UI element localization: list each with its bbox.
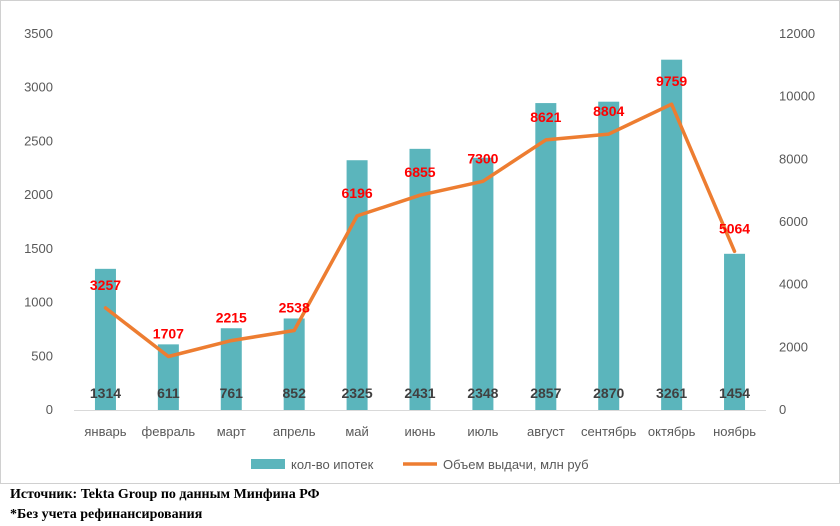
- refinancing-note: *Без учета рефинансирования: [10, 507, 203, 522]
- bar-value-label: 2870: [593, 385, 624, 401]
- left-axis-tick-label: 3500: [24, 26, 53, 41]
- chart-svg: 0 500 1000 1500 2000 2500 3000 3500 0 2000 4000 600…: [24, 26, 815, 472]
- right-axis-tick-label: 6000: [779, 214, 808, 229]
- right-axis-tick-label: 12000: [779, 26, 815, 41]
- bar: [157, 344, 179, 410]
- bar: [409, 148, 431, 411]
- bar: [472, 157, 494, 410]
- bar-value-label: 2431: [404, 385, 435, 401]
- bar-value-label: 611: [157, 385, 180, 401]
- line-value-label: 2215: [216, 310, 247, 326]
- category-label: май: [345, 424, 368, 439]
- bar: [283, 318, 305, 410]
- bar-value-label: 3261: [656, 385, 687, 401]
- right-axis-tick-label: 8000: [779, 151, 808, 166]
- left-axis-tick-label: 1500: [24, 241, 53, 256]
- left-axis-tick-label: 0: [46, 402, 53, 417]
- line-value-label: 8804: [593, 103, 624, 119]
- left-axis-tick-label: 2000: [24, 187, 53, 202]
- category-label: апрель: [273, 424, 316, 439]
- line-value-label: 6855: [404, 164, 435, 180]
- bar-value-label: 1454: [719, 385, 750, 401]
- line-value-label: 5064: [719, 220, 750, 236]
- legend-bar-swatch: [251, 459, 285, 469]
- line-value-label: 9759: [656, 73, 687, 89]
- bar: [220, 328, 242, 410]
- source-note: Источник: Tekta Group по данным Минфина …: [10, 487, 320, 502]
- bar: [661, 59, 683, 411]
- right-axis-tick-label: 10000: [779, 89, 815, 104]
- category-label: январь: [84, 424, 126, 439]
- bar: [598, 101, 620, 411]
- category-label: октябрь: [648, 424, 696, 439]
- bar-value-label: 2857: [530, 385, 561, 401]
- bar-value-label: 2348: [467, 385, 498, 401]
- left-axis-tick-label: 2500: [24, 133, 53, 148]
- line-value-label: 6196: [342, 185, 373, 201]
- bar-value-label: 852: [283, 385, 307, 401]
- line-value-label: 8621: [530, 109, 561, 125]
- right-axis-tick-label: 4000: [779, 277, 808, 292]
- bar-value-label: 2325: [342, 385, 373, 401]
- line-value-label: 3257: [90, 277, 121, 293]
- bar-value-label: 1314: [90, 385, 121, 401]
- bar-value-label: 761: [220, 385, 244, 401]
- left-axis-tick-label: 3000: [24, 80, 53, 95]
- left-axis-tick-label: 500: [31, 348, 53, 363]
- bar: [724, 253, 746, 410]
- line-value-label: 7300: [467, 150, 498, 166]
- volume-line: [103, 102, 737, 359]
- line-value-label: 1707: [153, 326, 184, 342]
- bar: [535, 103, 557, 410]
- right-axis-tick-label: 2000: [779, 339, 808, 354]
- category-label: июль: [467, 424, 498, 439]
- category-label: сентябрь: [581, 424, 637, 439]
- category-label: август: [527, 424, 565, 439]
- chart-frame: 0 500 1000 1500 2000 2500 3000 3500 0 2000 4000 600…: [0, 0, 840, 484]
- line-value-label: 2538: [279, 299, 310, 315]
- category-label: июнь: [405, 424, 436, 439]
- legend-line-label: Объем выдачи, млн руб: [443, 457, 589, 472]
- left-axis-tick-label: 1000: [24, 295, 53, 310]
- category-label: март: [217, 424, 246, 439]
- category-label: ноябрь: [713, 424, 756, 439]
- right-axis-tick-label: 0: [779, 402, 786, 417]
- legend-bar-label: кол-во ипотек: [291, 457, 374, 472]
- bar: [94, 268, 116, 410]
- category-label: февраль: [142, 424, 196, 439]
